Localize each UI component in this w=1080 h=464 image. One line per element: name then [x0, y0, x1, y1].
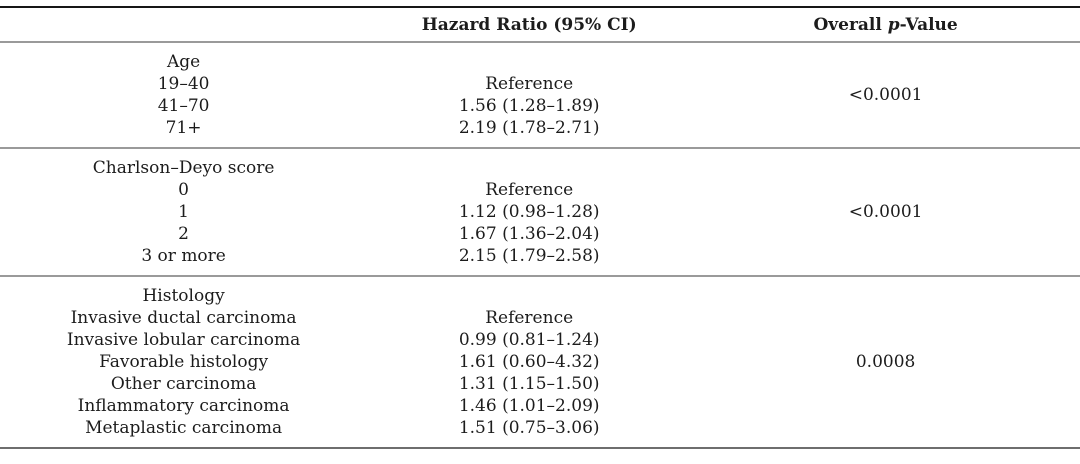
variable-cell: Histology	[142, 286, 225, 306]
p-value-cell: <0.0001	[848, 202, 923, 222]
italic-p: p	[887, 15, 900, 35]
table-row: 1 1.12 (0.98–1.28)	[0, 201, 1080, 223]
variable-cell: Inflammatory carcinoma	[77, 396, 290, 416]
table-row: 2 1.67 (1.36–2.04)	[0, 223, 1080, 245]
header-row: Hazard Ratio (95% CI) Overall p-Value	[0, 7, 1080, 43]
hazard-ratio-cell: Reference	[485, 74, 574, 94]
variable-cell: Invasive lobular carcinoma	[66, 330, 301, 350]
table-row: 19–40 Reference	[0, 73, 1080, 95]
hazard-ratio-cell: Reference	[485, 308, 574, 328]
variable-cell: 3 or more	[141, 246, 226, 266]
table-row: Age <0.0001	[0, 42, 1080, 105]
variable-cell: 41–70	[157, 96, 210, 116]
hazard-ratio-cell: 1.12 (0.98–1.28)	[458, 202, 600, 222]
hazard-ratio-cell: 1.31 (1.15–1.50)	[458, 374, 600, 394]
variable-cell: Age	[166, 52, 201, 72]
p-value-cell: <0.0001	[848, 85, 923, 105]
hazard-ratio-cell: 1.46 (1.01–2.09)	[458, 396, 600, 416]
table-row: 71+ 2.19 (1.78–2.71)	[0, 117, 1080, 148]
col-header-p-value: Overall p-Value	[691, 7, 1080, 43]
variable-cell: Metaplastic carcinoma	[85, 418, 283, 438]
table-row: Invasive ductal carcinoma Reference	[0, 307, 1080, 329]
table-row: 0 Reference	[0, 179, 1080, 201]
section-age: Age <0.0001 19–40 Reference 41–70 1.56 (1.28–…	[0, 42, 1080, 148]
variable-cell: Other carcinoma	[110, 374, 257, 394]
section-histology: Histology 0.0008 Invasive ductal carcinoma…	[0, 276, 1080, 448]
variable-cell: 19–40	[157, 74, 210, 94]
table-row: Inflammatory carcinoma 1.46 (1.01–2.09)	[0, 395, 1080, 417]
table-row: 41–70 1.56 (1.28–1.89)	[0, 95, 1080, 117]
hazard-ratio-cell: 2.19 (1.78–2.71)	[458, 118, 600, 138]
table-row: 3 or more 2.15 (1.79–2.58)	[0, 245, 1080, 276]
hazard-ratio-cell	[367, 42, 691, 73]
hazard-ratio-cell	[367, 148, 691, 179]
table-row: Other carcinoma 1.31 (1.15–1.50)	[0, 373, 1080, 395]
hazard-ratio-cell: 2.15 (1.79–2.58)	[458, 246, 600, 266]
variable-cell: Invasive ductal carcinoma	[70, 308, 297, 328]
table-header: Hazard Ratio (95% CI) Overall p-Value	[0, 7, 1080, 43]
variable-cell: 2	[178, 224, 189, 244]
table-row: Favorable histology 1.61 (0.60–4.32)	[0, 351, 1080, 373]
p-value-header-pre: Overall	[813, 15, 888, 35]
hazard-ratio-cell: 0.99 (0.81–1.24)	[458, 330, 600, 350]
hazard-ratio-cell: 1.67 (1.36–2.04)	[458, 224, 600, 244]
variable-cell: 1	[178, 202, 189, 222]
variable-cell: 0	[178, 180, 189, 200]
variable-cell: Charlson–Deyo score	[92, 158, 275, 178]
p-value-cell: 0.0008	[855, 352, 916, 372]
variable-cell: Favorable histology	[99, 352, 269, 372]
table-row: Histology 0.0008	[0, 276, 1080, 372]
col-header-variable	[0, 7, 368, 43]
hazard-ratio-cell: 1.61 (0.60–4.32)	[458, 352, 600, 372]
variable-cell: 71+	[165, 118, 202, 138]
p-value-header-post: -Value	[899, 15, 958, 35]
hazard-ratio-cell: Reference	[485, 180, 574, 200]
hazard-ratio-cell: 1.56 (1.28–1.89)	[458, 96, 600, 116]
table-row: Invasive lobular carcinoma 0.99 (0.81–1.2…	[0, 329, 1080, 351]
hazard-ratio-cell	[367, 276, 691, 307]
table-row: Charlson–Deyo score <0.0001	[0, 148, 1080, 222]
hazard-ratio-table: Hazard Ratio (95% CI) Overall p-Value Ag…	[0, 6, 1080, 449]
table-row: Metaplastic carcinoma 1.51 (0.75–3.06)	[0, 417, 1080, 448]
hazard-ratio-cell: 1.51 (0.75–3.06)	[458, 418, 600, 438]
section-charlson-deyo-score: Charlson–Deyo score <0.0001 0 Reference 1 1.1…	[0, 148, 1080, 276]
col-header-hazard-ratio: Hazard Ratio (95% CI)	[367, 7, 692, 43]
